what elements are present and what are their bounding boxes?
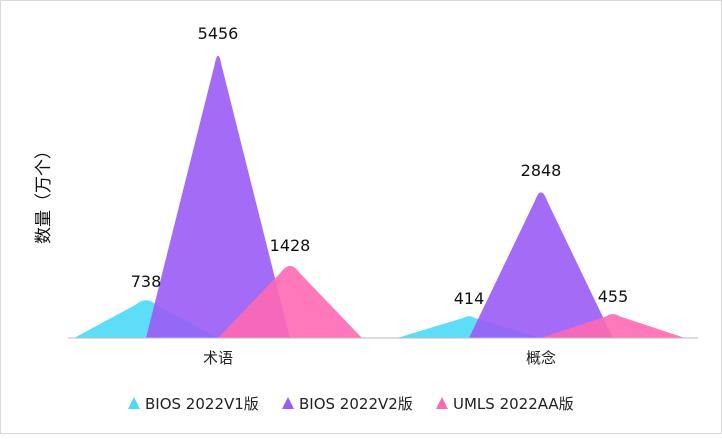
legend-label-1[interactable]: BIOS 2022V2版 [299, 395, 413, 413]
legend-label-0[interactable]: BIOS 2022V1版 [145, 395, 259, 413]
peak-2-0 [218, 265, 362, 338]
legend-marker-1[interactable] [282, 397, 294, 409]
data-label: 414 [454, 289, 485, 308]
data-label: 455 [598, 287, 629, 306]
data-label: 2848 [521, 161, 562, 180]
peak-1-0 [146, 55, 290, 338]
data-label: 738 [131, 272, 162, 291]
legend-label-2[interactable]: UMLS 2022AA版 [453, 395, 574, 413]
data-label: 1428 [270, 236, 311, 255]
y-axis-label: 数量（万个） [34, 142, 54, 244]
peak-1-1 [469, 192, 613, 338]
legend: BIOS 2022V1版 BIOS 2022V2版 UMLS 2022AA版 [128, 395, 574, 413]
data-label: 5456 [198, 24, 239, 43]
legend-marker-0[interactable] [128, 397, 140, 409]
peak-2-1 [541, 314, 685, 338]
x-tick-label: 概念 [526, 349, 556, 367]
legend-marker-2[interactable] [436, 397, 448, 409]
x-tick-label: 术语 [203, 349, 233, 367]
